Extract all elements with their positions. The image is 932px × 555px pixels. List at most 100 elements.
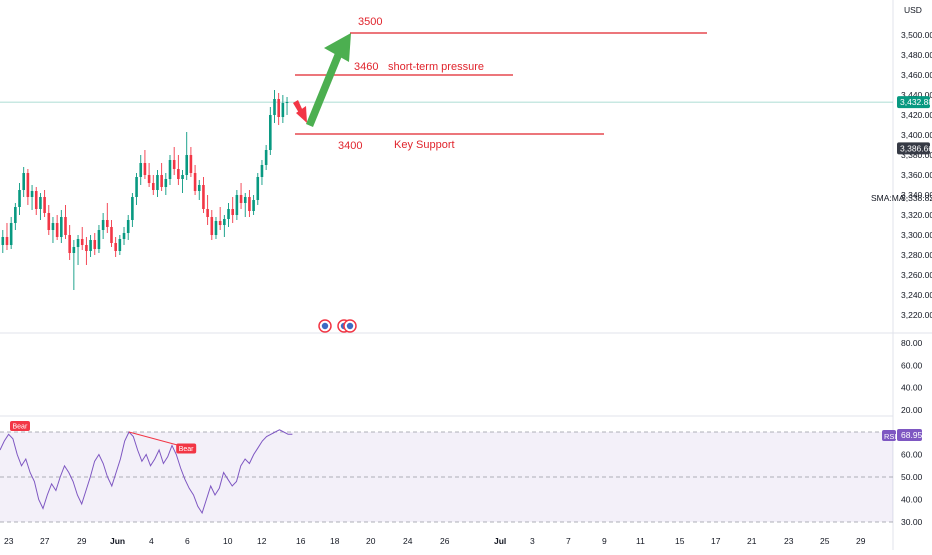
candle-body xyxy=(218,221,222,225)
date-tick-label: Jul xyxy=(494,536,506,546)
event-flag-icon[interactable] xyxy=(318,319,332,333)
candle-body xyxy=(22,173,25,190)
candle-body xyxy=(151,183,155,190)
candle-body xyxy=(85,245,88,251)
candle xyxy=(197,180,201,200)
candle xyxy=(93,233,97,255)
price-tick-label: 3,380.00 xyxy=(901,150,932,160)
date-tick-label: 29 xyxy=(77,536,87,546)
date-tick-label: 27 xyxy=(40,536,50,546)
candle-body xyxy=(72,247,76,253)
candle-body xyxy=(135,177,138,197)
date-tick-label: 17 xyxy=(711,536,721,546)
date-tick-label: 18 xyxy=(330,536,340,546)
candle xyxy=(193,165,197,195)
date-tick-label: 15 xyxy=(675,536,685,546)
candle-body xyxy=(118,239,122,251)
candle-body xyxy=(181,175,184,179)
candle-body xyxy=(177,169,180,179)
price-tick-label: 3,260.00 xyxy=(901,270,932,280)
candle xyxy=(235,190,239,220)
price-tick-label: 3,280.00 xyxy=(901,250,932,260)
price-tick-label: 3,400.00 xyxy=(901,130,932,140)
candle xyxy=(248,190,251,217)
candle-body xyxy=(285,102,289,103)
last-price-value: 3,432.88 xyxy=(900,97,932,107)
candle xyxy=(269,107,272,155)
pressure-label: short-term pressure xyxy=(388,61,484,73)
date-tick-label: 7 xyxy=(566,536,571,546)
candle xyxy=(126,215,130,240)
candle-body xyxy=(193,173,197,191)
candle xyxy=(264,145,268,170)
candle-body xyxy=(147,175,151,183)
bear-marker-label: Bear xyxy=(13,424,28,431)
candle-body xyxy=(168,160,172,179)
candle-body xyxy=(9,223,13,245)
candle xyxy=(151,175,155,195)
candle xyxy=(177,155,180,185)
candle-body xyxy=(18,190,21,207)
bear-marker[interactable]: Bear xyxy=(176,443,197,454)
candle xyxy=(118,235,122,255)
candle xyxy=(164,173,168,195)
candle-body xyxy=(172,160,176,169)
candle xyxy=(51,217,55,243)
candle xyxy=(5,223,9,250)
candle xyxy=(281,95,285,123)
candle-body xyxy=(89,240,92,251)
event-flag-icon[interactable] xyxy=(343,319,357,333)
candle xyxy=(223,215,226,237)
candle xyxy=(106,203,109,233)
target-label: 3500 xyxy=(358,16,382,28)
candle xyxy=(285,97,289,115)
candle xyxy=(260,160,264,185)
candle xyxy=(9,217,13,249)
candle-body xyxy=(156,175,159,190)
candle-body xyxy=(55,223,59,237)
date-tick-label: 21 xyxy=(747,536,757,546)
candle xyxy=(14,203,17,230)
date-tick-label: 26 xyxy=(440,536,450,546)
date-tick-label: 24 xyxy=(403,536,413,546)
candle xyxy=(43,190,46,217)
rsi-tick-label: 40.00 xyxy=(901,383,923,393)
rsi-axis[interactable]: 80.00 60.00 40.00 20.00 60.00 50.00 40.00 30.00 xyxy=(901,338,923,527)
rsi-line xyxy=(0,429,293,515)
price-tick-label: 3,360.00 xyxy=(901,170,932,180)
rsi-markers: Bear Bear xyxy=(10,421,197,454)
candle-body xyxy=(248,197,251,211)
time-axis[interactable]: 23 27 29 Jun 4 6 10 12 16 18 20 24 26 Jul 3 7 9 11 15 17 21 2… xyxy=(4,536,866,546)
candle xyxy=(243,193,247,217)
date-tick-label: 23 xyxy=(784,536,794,546)
candle xyxy=(85,237,88,265)
candle xyxy=(218,207,222,230)
candle-body xyxy=(34,191,38,209)
bear-marker[interactable]: Bear xyxy=(10,421,30,431)
candle xyxy=(135,173,138,205)
candle xyxy=(210,210,214,240)
support-value: 3400 xyxy=(338,140,362,152)
candle xyxy=(139,155,143,185)
support-label: Key Support xyxy=(394,139,455,151)
price-tick-label: 3,460.00 xyxy=(901,70,932,80)
date-tick-label: 25 xyxy=(820,536,830,546)
divergence-line xyxy=(128,431,180,446)
candle xyxy=(131,193,134,227)
price-axis[interactable]: 3,220.00 3,240.00 3,260.00 3,280.00 3,300.00… xyxy=(901,30,932,320)
candle xyxy=(273,90,276,123)
candle xyxy=(76,235,80,265)
candle xyxy=(60,210,63,243)
candle-body xyxy=(80,239,84,245)
candle-body xyxy=(252,200,255,211)
up-arrow-icon[interactable] xyxy=(306,33,351,127)
candle-body xyxy=(114,243,117,251)
price-tick-label: 3,240.00 xyxy=(901,290,932,300)
candle-body xyxy=(68,235,71,253)
date-tick-label: 16 xyxy=(296,536,306,546)
candle-body xyxy=(164,179,168,187)
candle-body xyxy=(223,219,226,225)
candle-body xyxy=(277,99,280,117)
down-arrow-icon[interactable] xyxy=(293,100,307,123)
